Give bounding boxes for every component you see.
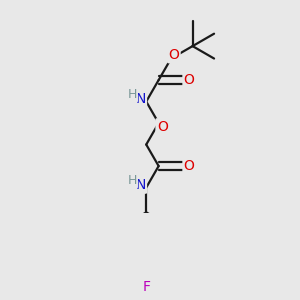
Text: F: F [142, 280, 150, 294]
Text: O: O [184, 159, 195, 173]
Text: H: H [128, 88, 137, 101]
Text: N: N [135, 92, 146, 106]
Text: N: N [135, 178, 146, 192]
Text: H: H [128, 174, 137, 187]
Text: O: O [169, 48, 179, 62]
Text: O: O [157, 120, 168, 134]
Text: O: O [184, 73, 195, 87]
